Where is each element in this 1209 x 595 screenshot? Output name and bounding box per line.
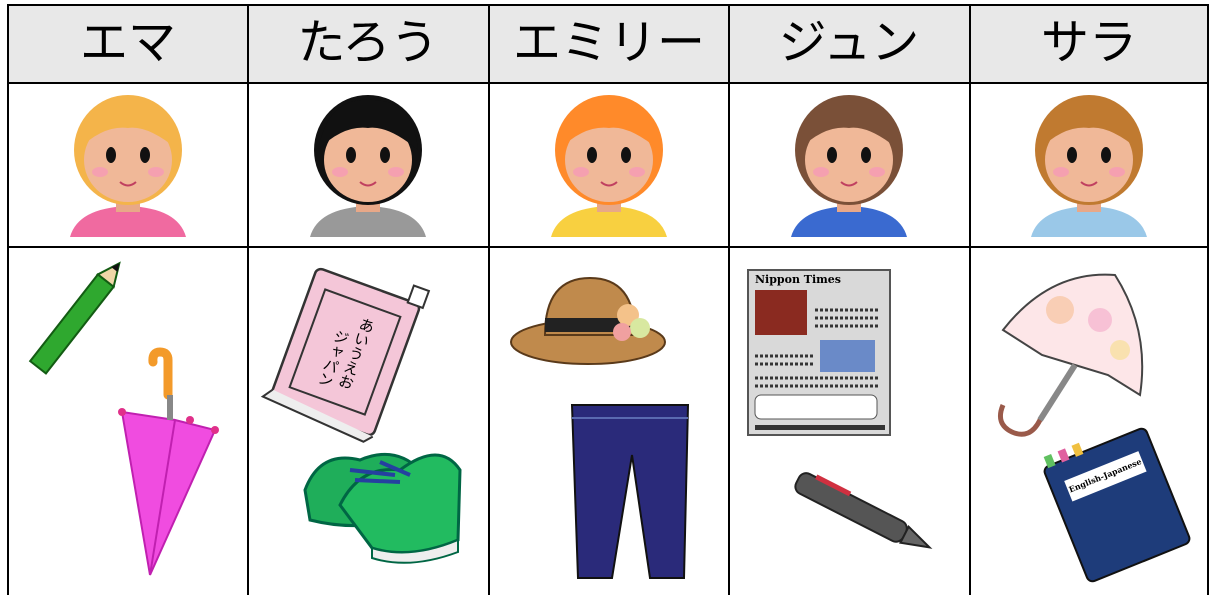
cheek <box>1109 167 1125 177</box>
head <box>565 118 653 202</box>
bangs <box>559 99 659 150</box>
head <box>805 118 893 202</box>
book-pink: あいうえお ジャパン <box>260 267 431 443</box>
name: エマ <box>80 15 176 71</box>
mouth <box>600 181 618 187</box>
jeans <box>570 404 690 579</box>
umbrella-pink <box>118 347 219 576</box>
cheek <box>573 167 589 177</box>
eye <box>106 147 116 163</box>
table-border <box>7 4 1209 595</box>
cheek <box>869 167 885 177</box>
name: たろう <box>297 15 438 71</box>
eye <box>621 147 631 163</box>
pen <box>794 472 933 549</box>
bangs <box>799 99 899 150</box>
cheek <box>148 167 164 177</box>
eye <box>346 147 356 163</box>
cheek <box>629 167 645 177</box>
shirt <box>1031 206 1147 237</box>
mouth <box>359 181 377 187</box>
bangs <box>318 99 418 150</box>
newspaper-title: Nippon Times <box>755 273 841 286</box>
faces <box>70 95 1147 237</box>
shirt <box>791 206 907 237</box>
hat <box>510 276 666 365</box>
eye <box>587 147 597 163</box>
cheek <box>92 167 108 177</box>
mouth <box>119 181 137 187</box>
head <box>1045 118 1133 202</box>
face <box>1031 95 1147 237</box>
face <box>310 95 426 237</box>
mouth <box>1080 181 1098 187</box>
head <box>84 118 172 202</box>
name: サラ <box>1041 15 1137 71</box>
bangs <box>1039 99 1139 150</box>
header-row <box>8 5 1209 83</box>
eye <box>380 147 390 163</box>
face <box>791 95 907 237</box>
cheek <box>813 167 829 177</box>
face <box>70 95 186 237</box>
eye <box>827 147 837 163</box>
eye <box>861 147 871 163</box>
eye <box>140 147 150 163</box>
eye <box>1101 147 1111 163</box>
cheek <box>1053 167 1069 177</box>
head <box>324 118 412 202</box>
name: ジュン <box>779 15 920 71</box>
shirt <box>70 206 186 237</box>
face <box>551 95 667 237</box>
newspaper: Nippon Times <box>747 269 891 436</box>
shirt <box>310 206 426 237</box>
cheek <box>388 167 404 177</box>
table-grid <box>7 4 1209 595</box>
cheek <box>332 167 348 177</box>
eye <box>1067 147 1077 163</box>
mouth <box>840 181 858 187</box>
dictionary: English-Japanese <box>1043 427 1191 583</box>
pencil <box>28 261 121 375</box>
umbrella-floral <box>998 273 1144 437</box>
name: エミリー <box>513 15 705 71</box>
shirt <box>551 206 667 237</box>
bangs <box>78 99 178 150</box>
shoes-green <box>303 452 462 564</box>
header-labels: エマ たろう エミリー ジュン サラ <box>80 15 1137 71</box>
